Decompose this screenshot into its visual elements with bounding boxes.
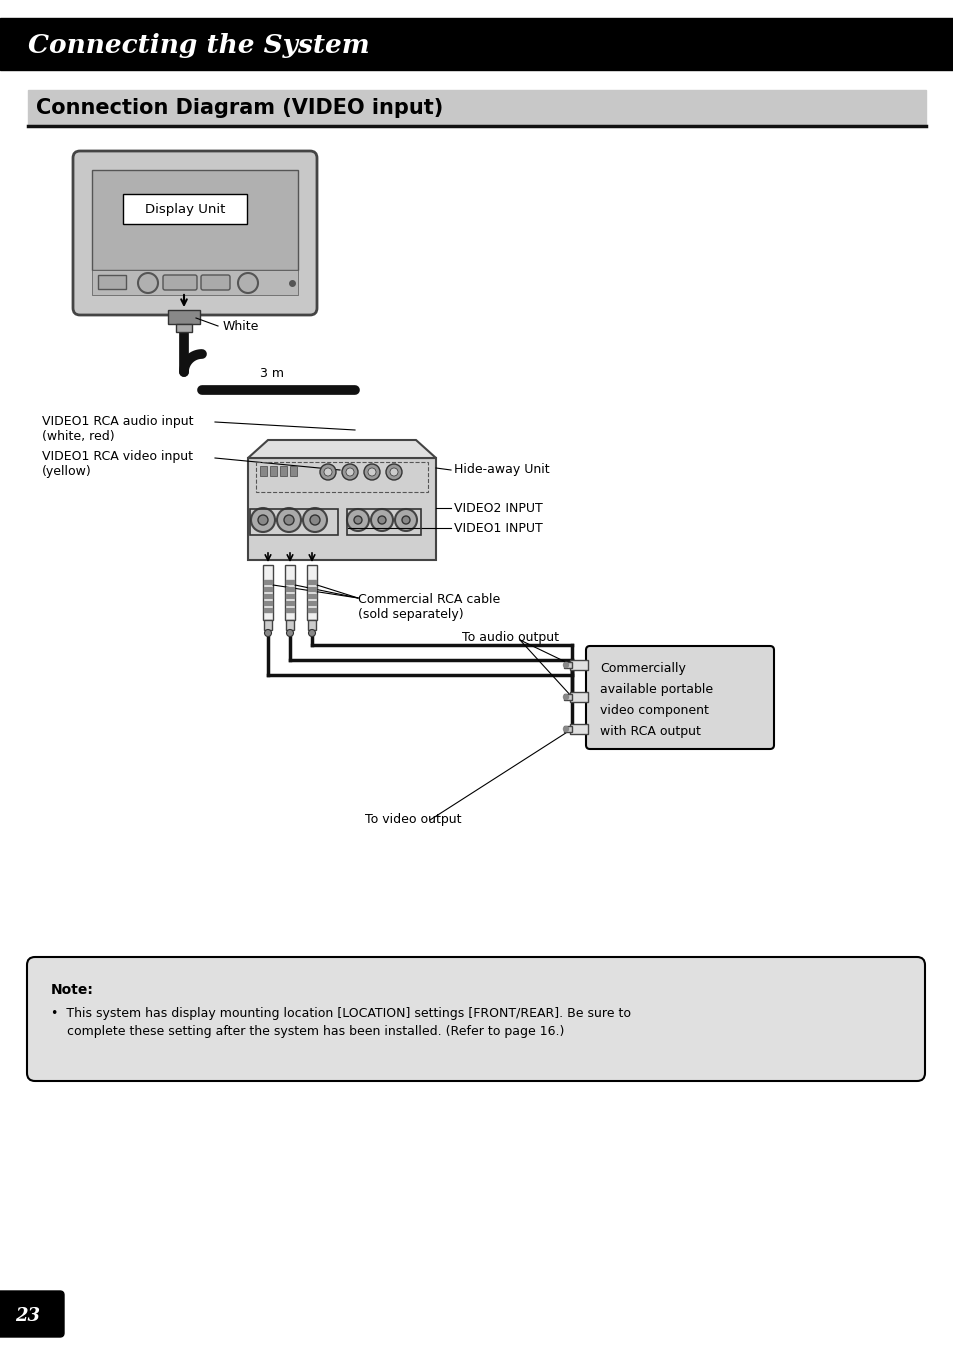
FancyBboxPatch shape [123, 194, 247, 224]
Bar [347, 509, 420, 535]
FancyBboxPatch shape [27, 957, 924, 1081]
Bar [264, 593, 272, 598]
Bar [264, 587, 272, 591]
Circle shape [371, 509, 393, 531]
Bar [308, 587, 315, 591]
Text: Connection Diagram (VIDEO input): Connection Diagram (VIDEO input) [36, 98, 443, 118]
Circle shape [386, 463, 401, 480]
Text: Connecting the System: Connecting the System [28, 34, 369, 58]
Bar [270, 466, 276, 476]
Circle shape [354, 516, 361, 524]
Bar [285, 565, 294, 621]
Circle shape [286, 630, 294, 637]
Circle shape [563, 695, 568, 699]
Bar [286, 593, 294, 598]
FancyBboxPatch shape [0, 1291, 64, 1337]
Circle shape [390, 467, 397, 476]
FancyBboxPatch shape [163, 275, 196, 290]
Circle shape [563, 663, 568, 668]
Bar [264, 580, 272, 584]
Circle shape [310, 515, 319, 524]
Circle shape [264, 630, 272, 637]
Circle shape [341, 463, 357, 480]
Bar [308, 602, 315, 604]
Bar [0, 18, 953, 70]
Text: VIDEO1 RCA video input
(yellow): VIDEO1 RCA video input (yellow) [42, 450, 193, 478]
Text: Commercially
available portable
video component
with RCA output: Commercially available portable video co… [599, 663, 713, 738]
Circle shape [346, 467, 354, 476]
Bar [307, 565, 316, 621]
Bar [286, 602, 294, 604]
Circle shape [276, 508, 301, 533]
Bar [264, 621, 272, 630]
Bar [569, 692, 587, 702]
Text: Commercial RCA cable
(sold separately): Commercial RCA cable (sold separately) [357, 593, 499, 621]
Bar [91, 270, 297, 295]
Bar [563, 726, 572, 732]
Bar [563, 663, 572, 668]
Circle shape [324, 467, 332, 476]
Bar [286, 580, 294, 584]
Bar [286, 621, 294, 630]
Circle shape [377, 516, 386, 524]
Bar [290, 466, 296, 476]
Bar [286, 608, 294, 612]
Bar [286, 587, 294, 591]
Text: Note:: Note: [51, 982, 93, 997]
Bar [280, 466, 287, 476]
Bar [308, 593, 315, 598]
Bar [263, 565, 273, 621]
Circle shape [368, 467, 375, 476]
Bar [91, 169, 297, 270]
Circle shape [347, 509, 369, 531]
Bar [250, 509, 337, 535]
Polygon shape [248, 440, 436, 458]
Circle shape [257, 515, 268, 524]
Bar [308, 580, 315, 584]
Bar [248, 458, 436, 560]
FancyBboxPatch shape [585, 646, 773, 749]
Circle shape [364, 463, 379, 480]
Text: 23: 23 [15, 1308, 40, 1325]
Circle shape [284, 515, 294, 524]
Text: Display Unit: Display Unit [145, 203, 225, 217]
Bar [175, 324, 192, 332]
Bar [264, 602, 272, 604]
Circle shape [251, 508, 274, 533]
Circle shape [237, 272, 257, 293]
Circle shape [138, 272, 158, 293]
Text: To audio output: To audio output [461, 631, 558, 645]
Text: To video output: To video output [365, 813, 461, 827]
Circle shape [401, 516, 410, 524]
Circle shape [308, 630, 315, 637]
Text: •  This system has display mounting location [LOCATION] settings [FRONT/REAR]. B: • This system has display mounting locat… [51, 1007, 630, 1038]
Bar [308, 621, 315, 630]
Circle shape [319, 463, 335, 480]
Text: VIDEO2 INPUT: VIDEO2 INPUT [454, 501, 542, 515]
Bar [168, 310, 200, 324]
Bar [264, 608, 272, 612]
Bar [563, 694, 572, 701]
Circle shape [563, 726, 568, 732]
FancyBboxPatch shape [201, 275, 230, 290]
Circle shape [303, 508, 327, 533]
FancyBboxPatch shape [73, 150, 316, 314]
Bar [569, 660, 587, 669]
Bar [308, 608, 315, 612]
Circle shape [395, 509, 416, 531]
Text: White: White [223, 320, 259, 332]
Bar [28, 89, 925, 126]
Bar [569, 724, 587, 734]
Bar [98, 275, 126, 289]
Bar [255, 462, 428, 492]
Text: Hide-away Unit: Hide-away Unit [454, 463, 549, 477]
Text: VIDEO1 INPUT: VIDEO1 INPUT [454, 522, 542, 534]
Text: VIDEO1 RCA audio input
(white, red): VIDEO1 RCA audio input (white, red) [42, 415, 193, 443]
Bar [260, 466, 267, 476]
Text: 3 m: 3 m [260, 367, 284, 379]
